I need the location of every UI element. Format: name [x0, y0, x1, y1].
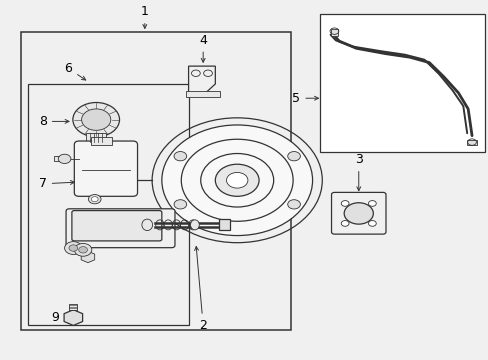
Text: 4: 4 — [199, 33, 207, 62]
FancyBboxPatch shape — [74, 141, 137, 196]
FancyBboxPatch shape — [331, 192, 385, 234]
Text: 5: 5 — [292, 92, 318, 105]
Bar — [69, 304, 77, 310]
Polygon shape — [188, 66, 215, 93]
Circle shape — [226, 172, 247, 188]
Text: 9: 9 — [51, 311, 80, 324]
Circle shape — [88, 194, 101, 204]
FancyBboxPatch shape — [72, 211, 162, 241]
Bar — [466, 140, 476, 145]
Bar — [28, 84, 188, 325]
Circle shape — [215, 164, 259, 196]
Bar — [54, 156, 64, 161]
Circle shape — [368, 201, 375, 206]
Circle shape — [91, 197, 98, 202]
Text: 7: 7 — [39, 177, 74, 190]
Text: 3: 3 — [354, 153, 362, 191]
Bar — [91, 138, 112, 145]
FancyBboxPatch shape — [66, 209, 175, 248]
Text: 8: 8 — [39, 115, 69, 128]
Bar — [186, 91, 220, 97]
Circle shape — [287, 200, 300, 209]
Circle shape — [74, 243, 92, 256]
Circle shape — [58, 154, 71, 163]
Circle shape — [162, 125, 311, 235]
Circle shape — [341, 201, 348, 206]
Bar — [86, 133, 106, 142]
Circle shape — [287, 152, 300, 161]
Ellipse shape — [190, 220, 199, 230]
Bar — [330, 29, 337, 36]
Circle shape — [341, 221, 348, 226]
Circle shape — [174, 200, 186, 209]
Circle shape — [174, 152, 186, 161]
Circle shape — [64, 242, 82, 255]
Text: 2: 2 — [194, 247, 207, 332]
Circle shape — [81, 109, 111, 130]
Circle shape — [69, 245, 78, 251]
Circle shape — [73, 103, 119, 137]
Text: 6: 6 — [64, 62, 85, 80]
Ellipse shape — [344, 203, 372, 224]
Bar — [21, 32, 290, 330]
Circle shape — [368, 221, 375, 226]
Circle shape — [79, 247, 87, 253]
Ellipse shape — [142, 219, 152, 230]
Bar — [219, 220, 229, 230]
Text: 1: 1 — [141, 5, 148, 28]
Bar — [319, 14, 484, 152]
